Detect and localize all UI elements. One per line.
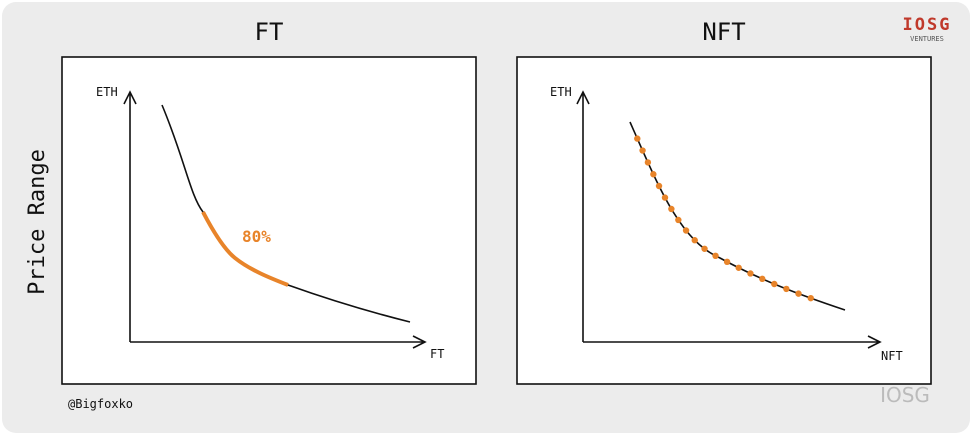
nft-dot (655, 182, 663, 190)
nft-dot (807, 294, 814, 302)
nft-dot (675, 216, 682, 224)
annotation: 80% (242, 227, 271, 246)
nft-dot (735, 264, 742, 271)
right-y-axis-label: ETH (550, 85, 572, 99)
nft-dot (691, 237, 698, 244)
nft-dot (639, 147, 646, 154)
ft-highlight (201, 211, 289, 287)
right-x-axis-label: NFT (881, 349, 903, 363)
logo-tagline: VENTURES (910, 35, 944, 43)
nft-dot (747, 270, 754, 277)
nft-dot (701, 245, 708, 252)
nft-dot (795, 290, 802, 297)
y-label: Price Range (25, 149, 50, 295)
left-title: FT (255, 18, 284, 46)
nft-dots (634, 135, 814, 302)
nft-dot (661, 194, 669, 201)
logo-name: IOSG (903, 15, 952, 35)
nft-dot (712, 252, 719, 260)
nft-dot (759, 275, 766, 283)
nft-dot (644, 159, 652, 166)
right-title: NFT (702, 18, 745, 46)
nft-dot (723, 258, 731, 266)
nft-dot (650, 171, 657, 178)
left-axes (123, 90, 427, 349)
nft-dot (783, 285, 790, 293)
nft-dot (771, 280, 778, 288)
nft-dot (668, 205, 675, 213)
nft-dot (682, 227, 690, 234)
left-x-axis-label: FT (430, 347, 444, 361)
credit: @Bigfoxko (68, 397, 133, 411)
watermark: IOSG (880, 383, 930, 407)
right-panel (516, 56, 932, 385)
nft-dot (634, 135, 641, 142)
left-y-axis-label: ETH (96, 85, 118, 99)
left-panel (61, 56, 477, 385)
right-axes (576, 90, 882, 349)
